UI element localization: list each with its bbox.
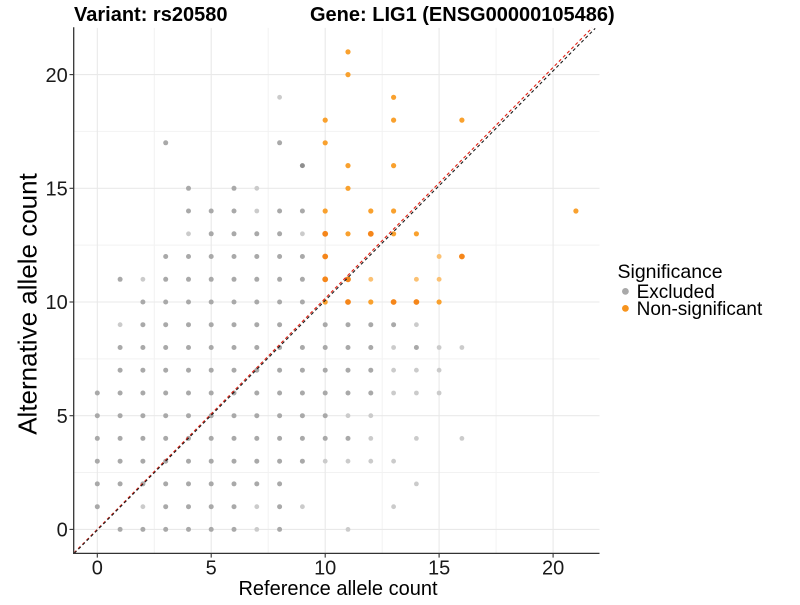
svg-text:Reference allele count: Reference allele count (238, 578, 437, 600)
svg-text:20: 20 (542, 557, 564, 579)
svg-text:0: 0 (92, 557, 103, 579)
svg-text:10: 10 (314, 557, 336, 579)
svg-text:Non-significant: Non-significant (637, 299, 763, 320)
svg-text:20: 20 (46, 65, 68, 87)
svg-text:15: 15 (46, 179, 68, 201)
svg-text:15: 15 (428, 557, 450, 579)
svg-text:Gene: LIG1 (ENSG00000105486): Gene: LIG1 (ENSG00000105486) (310, 4, 615, 26)
svg-text:5: 5 (57, 406, 68, 428)
svg-text:10: 10 (46, 292, 68, 314)
svg-text:5: 5 (206, 557, 217, 579)
svg-text:Significance: Significance (618, 261, 723, 283)
svg-text:Variant: rs20580: Variant: rs20580 (74, 4, 227, 26)
svg-text:0: 0 (57, 520, 68, 542)
svg-text:Excluded: Excluded (637, 282, 715, 303)
svg-text:Alternative allele count: Alternative allele count (12, 172, 42, 434)
